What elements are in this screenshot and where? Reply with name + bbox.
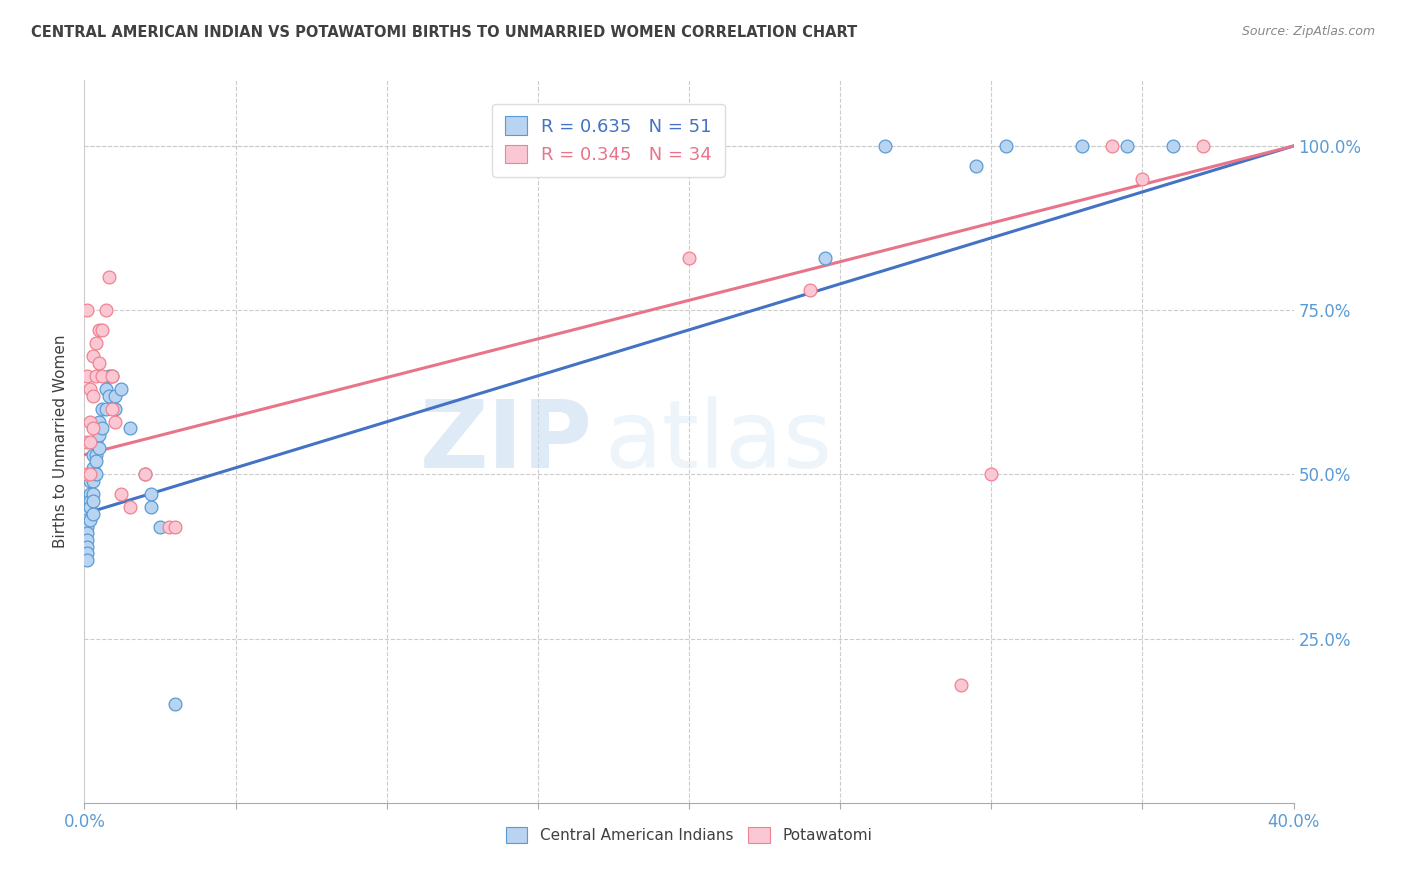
Point: [79, 467, 101, 482]
Point: [97, 368, 120, 383]
Point: [104, 388, 127, 402]
Point: [118, 500, 141, 515]
Point: [86, 368, 108, 383]
Point: [799, 284, 821, 298]
Point: [86, 434, 108, 449]
Point: [76, 526, 98, 541]
Point: [86, 467, 108, 482]
Point: [134, 467, 156, 482]
Point: [89, 323, 111, 337]
Point: [100, 401, 122, 416]
Point: [149, 520, 172, 534]
Text: Source: ZipAtlas.com: Source: ZipAtlas.com: [1241, 25, 1375, 38]
Point: [110, 382, 132, 396]
Point: [79, 474, 101, 488]
Point: [91, 421, 114, 435]
Point: [118, 421, 141, 435]
Point: [139, 500, 162, 515]
Point: [76, 520, 98, 534]
Point: [82, 507, 104, 521]
Point: [1192, 139, 1215, 153]
Point: [814, 251, 837, 265]
Point: [76, 434, 98, 449]
Point: [980, 467, 1002, 482]
Point: [76, 546, 98, 560]
Point: [104, 415, 127, 429]
Point: [82, 487, 104, 501]
Point: [678, 251, 700, 265]
Point: [1161, 139, 1184, 153]
Point: [76, 533, 98, 547]
Point: [79, 513, 101, 527]
Point: [94, 401, 117, 416]
Point: [91, 401, 114, 416]
Point: [76, 553, 98, 567]
Point: [1116, 139, 1139, 153]
Point: [82, 467, 104, 482]
Point: [134, 467, 156, 482]
Point: [100, 368, 122, 383]
Point: [79, 415, 101, 429]
Text: CENTRAL AMERICAN INDIAN VS POTAWATOMI BIRTHS TO UNMARRIED WOMEN CORRELATION CHAR: CENTRAL AMERICAN INDIAN VS POTAWATOMI BI…: [31, 25, 858, 40]
Point: [165, 520, 187, 534]
Point: [89, 428, 111, 442]
Text: atlas: atlas: [605, 395, 832, 488]
Point: [94, 303, 117, 318]
Point: [91, 368, 114, 383]
Point: [1101, 139, 1123, 153]
Point: [110, 487, 132, 501]
Y-axis label: Births to Unmarried Women: Births to Unmarried Women: [53, 334, 69, 549]
Point: [100, 368, 122, 383]
Point: [76, 513, 98, 527]
Point: [89, 356, 111, 370]
Point: [76, 507, 98, 521]
Point: [79, 467, 101, 482]
Point: [89, 441, 111, 455]
Point: [94, 382, 117, 396]
Point: [965, 159, 987, 173]
Point: [82, 349, 104, 363]
Point: [165, 698, 187, 712]
Point: [82, 421, 104, 435]
Point: [104, 401, 127, 416]
Point: [995, 139, 1018, 153]
Point: [82, 493, 104, 508]
Point: [82, 388, 104, 402]
Point: [89, 415, 111, 429]
Point: [82, 460, 104, 475]
Point: [157, 520, 180, 534]
Point: [97, 388, 120, 402]
Point: [86, 454, 108, 468]
Point: [86, 336, 108, 351]
Point: [79, 382, 101, 396]
Point: [76, 303, 98, 318]
Point: [79, 487, 101, 501]
Legend: Central American Indians, Potawatomi: Central American Indians, Potawatomi: [501, 822, 877, 849]
Point: [139, 487, 162, 501]
Point: [97, 270, 120, 285]
Point: [76, 368, 98, 383]
Point: [76, 540, 98, 554]
Point: [79, 500, 101, 515]
Point: [1130, 171, 1153, 186]
Point: [76, 467, 98, 482]
Point: [91, 323, 114, 337]
Point: [86, 448, 108, 462]
Point: [82, 474, 104, 488]
Point: [875, 139, 897, 153]
Point: [82, 448, 104, 462]
Point: [79, 434, 101, 449]
Text: ZIP: ZIP: [419, 395, 592, 488]
Point: [1071, 139, 1094, 153]
Point: [79, 493, 101, 508]
Point: [950, 677, 973, 691]
